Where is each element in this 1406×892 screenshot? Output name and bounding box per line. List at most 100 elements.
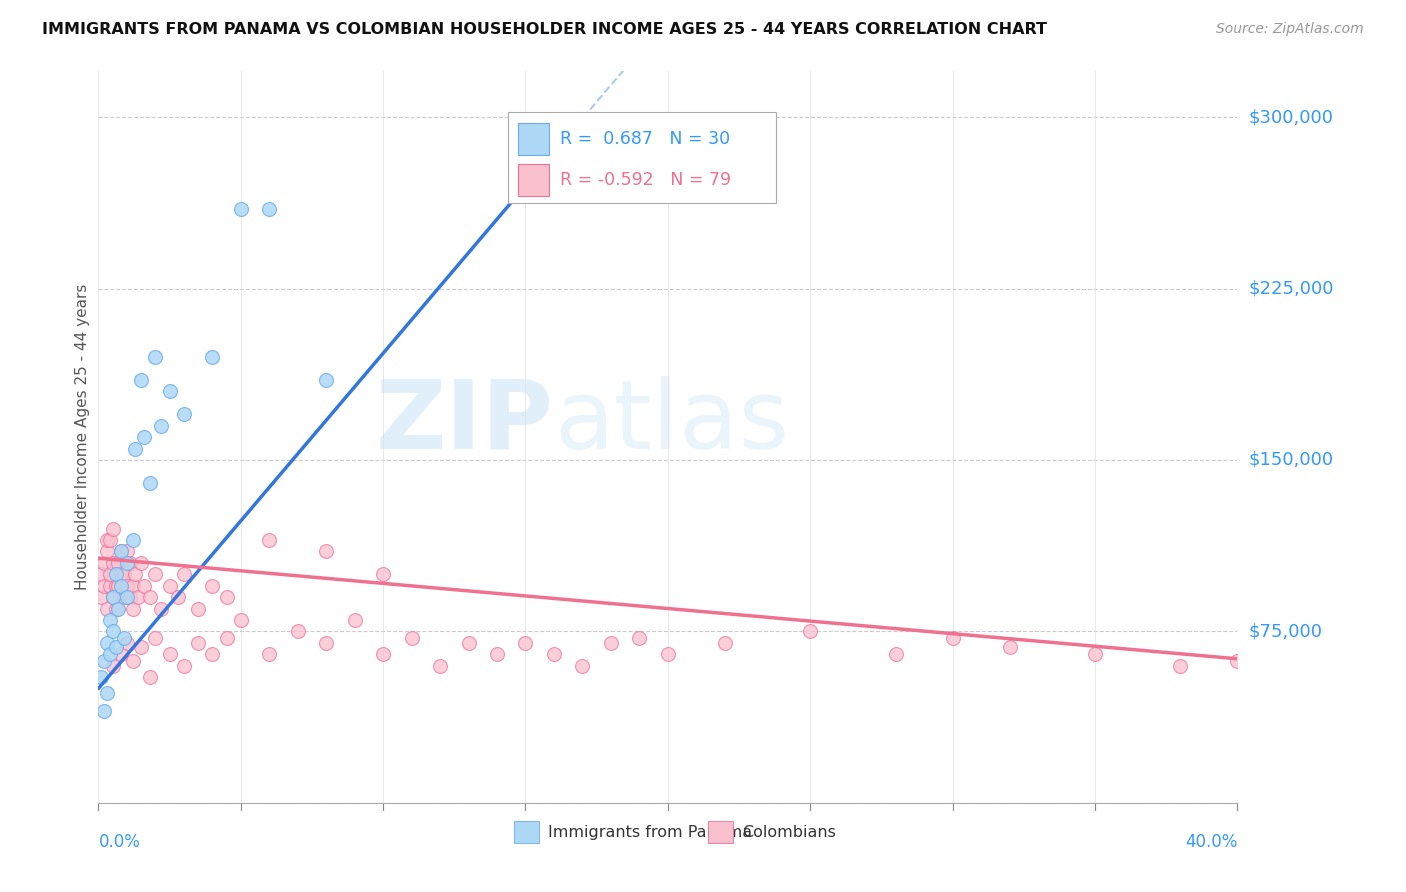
Point: [287, 624, 309, 639]
Point: [401, 632, 423, 646]
Text: ZIP: ZIP: [375, 376, 554, 469]
Point: [543, 647, 565, 661]
Point: [132, 430, 155, 444]
Point: [101, 624, 124, 639]
Point: [138, 475, 160, 490]
Point: [115, 556, 138, 570]
Point: [101, 590, 124, 604]
Point: [101, 521, 124, 535]
Point: [101, 556, 124, 570]
Point: [173, 658, 195, 673]
Text: $225,000: $225,000: [1249, 279, 1334, 298]
Point: [201, 350, 224, 364]
Point: [145, 350, 167, 364]
Point: [90, 670, 112, 684]
Point: [159, 647, 181, 661]
Point: [571, 658, 593, 673]
Text: $150,000: $150,000: [1249, 451, 1333, 469]
Point: [110, 544, 132, 558]
FancyBboxPatch shape: [517, 163, 550, 195]
Point: [457, 636, 479, 650]
Point: [201, 647, 224, 661]
Text: 40.0%: 40.0%: [1185, 833, 1237, 851]
Point: [201, 579, 224, 593]
Point: [167, 590, 190, 604]
Y-axis label: Householder Income Ages 25 - 44 years: Householder Income Ages 25 - 44 years: [75, 284, 90, 591]
FancyBboxPatch shape: [707, 821, 733, 843]
Point: [628, 632, 651, 646]
Text: atlas: atlas: [554, 376, 789, 469]
Point: [129, 556, 152, 570]
Point: [101, 590, 124, 604]
Text: Immigrants from Panama: Immigrants from Panama: [548, 824, 752, 839]
Point: [96, 544, 118, 558]
Point: [229, 613, 252, 627]
Point: [259, 647, 281, 661]
Point: [138, 670, 160, 684]
Text: $300,000: $300,000: [1249, 108, 1333, 126]
Point: [315, 544, 337, 558]
Point: [121, 533, 143, 547]
Point: [600, 636, 623, 650]
Point: [115, 636, 138, 650]
Text: $75,000: $75,000: [1249, 623, 1323, 640]
Point: [96, 686, 118, 700]
Point: [486, 647, 509, 661]
Point: [118, 590, 141, 604]
Text: R = -0.592   N = 79: R = -0.592 N = 79: [560, 170, 731, 188]
Point: [315, 636, 337, 650]
Point: [124, 567, 146, 582]
Point: [96, 533, 118, 547]
Point: [98, 567, 121, 582]
Point: [159, 384, 181, 399]
Point: [96, 636, 118, 650]
Point: [714, 636, 737, 650]
Point: [107, 579, 129, 593]
Point: [121, 601, 143, 615]
Point: [104, 601, 127, 615]
Point: [799, 624, 821, 639]
Point: [1226, 654, 1249, 668]
Text: Colombians: Colombians: [742, 824, 835, 839]
Point: [138, 590, 160, 604]
Point: [107, 601, 129, 615]
Point: [112, 590, 135, 604]
Point: [215, 590, 238, 604]
Point: [96, 601, 118, 615]
Point: [1170, 658, 1192, 673]
Point: [90, 567, 112, 582]
Point: [104, 567, 127, 582]
FancyBboxPatch shape: [517, 123, 550, 155]
Point: [104, 579, 127, 593]
Point: [107, 556, 129, 570]
Point: [90, 590, 112, 604]
Point: [150, 418, 173, 433]
Point: [315, 373, 337, 387]
Point: [145, 567, 167, 582]
Point: [104, 640, 127, 655]
Point: [98, 579, 121, 593]
Point: [112, 567, 135, 582]
Point: [110, 579, 132, 593]
Point: [93, 654, 115, 668]
Point: [1084, 647, 1107, 661]
Point: [118, 556, 141, 570]
Point: [187, 601, 209, 615]
Point: [132, 579, 155, 593]
Point: [93, 705, 115, 719]
Point: [93, 556, 115, 570]
Point: [942, 632, 965, 646]
Point: [112, 632, 135, 646]
Point: [187, 636, 209, 650]
Point: [121, 654, 143, 668]
Point: [110, 647, 132, 661]
Point: [229, 202, 252, 216]
Point: [259, 202, 281, 216]
Point: [884, 647, 907, 661]
Point: [343, 613, 366, 627]
Point: [150, 601, 173, 615]
Point: [110, 544, 132, 558]
Text: 0.0%: 0.0%: [98, 833, 141, 851]
Point: [515, 636, 537, 650]
Point: [98, 613, 121, 627]
